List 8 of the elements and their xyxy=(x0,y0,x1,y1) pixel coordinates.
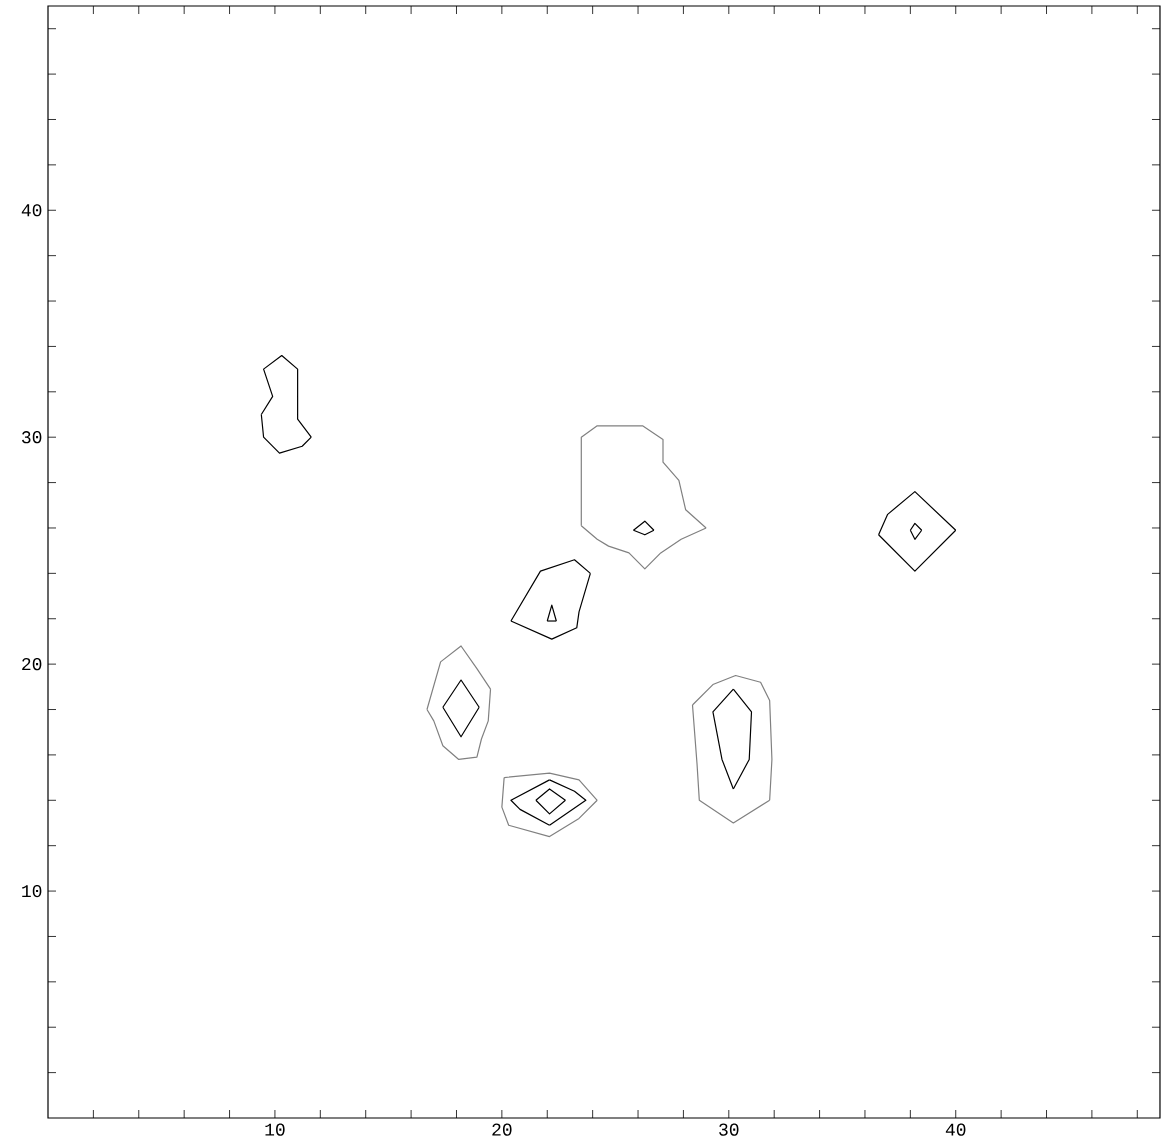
y-tick-label: 40 xyxy=(21,204,42,217)
x-tick-label: 20 xyxy=(492,1123,512,1136)
x-tick-label: 40 xyxy=(945,1123,966,1136)
x-tick-label: 30 xyxy=(719,1123,739,1136)
y-tick-label: 10 xyxy=(22,884,42,898)
x-tick-label: 10 xyxy=(265,1123,285,1136)
y-tick-label: 30 xyxy=(22,431,42,444)
y-tick-label: 20 xyxy=(22,658,42,671)
